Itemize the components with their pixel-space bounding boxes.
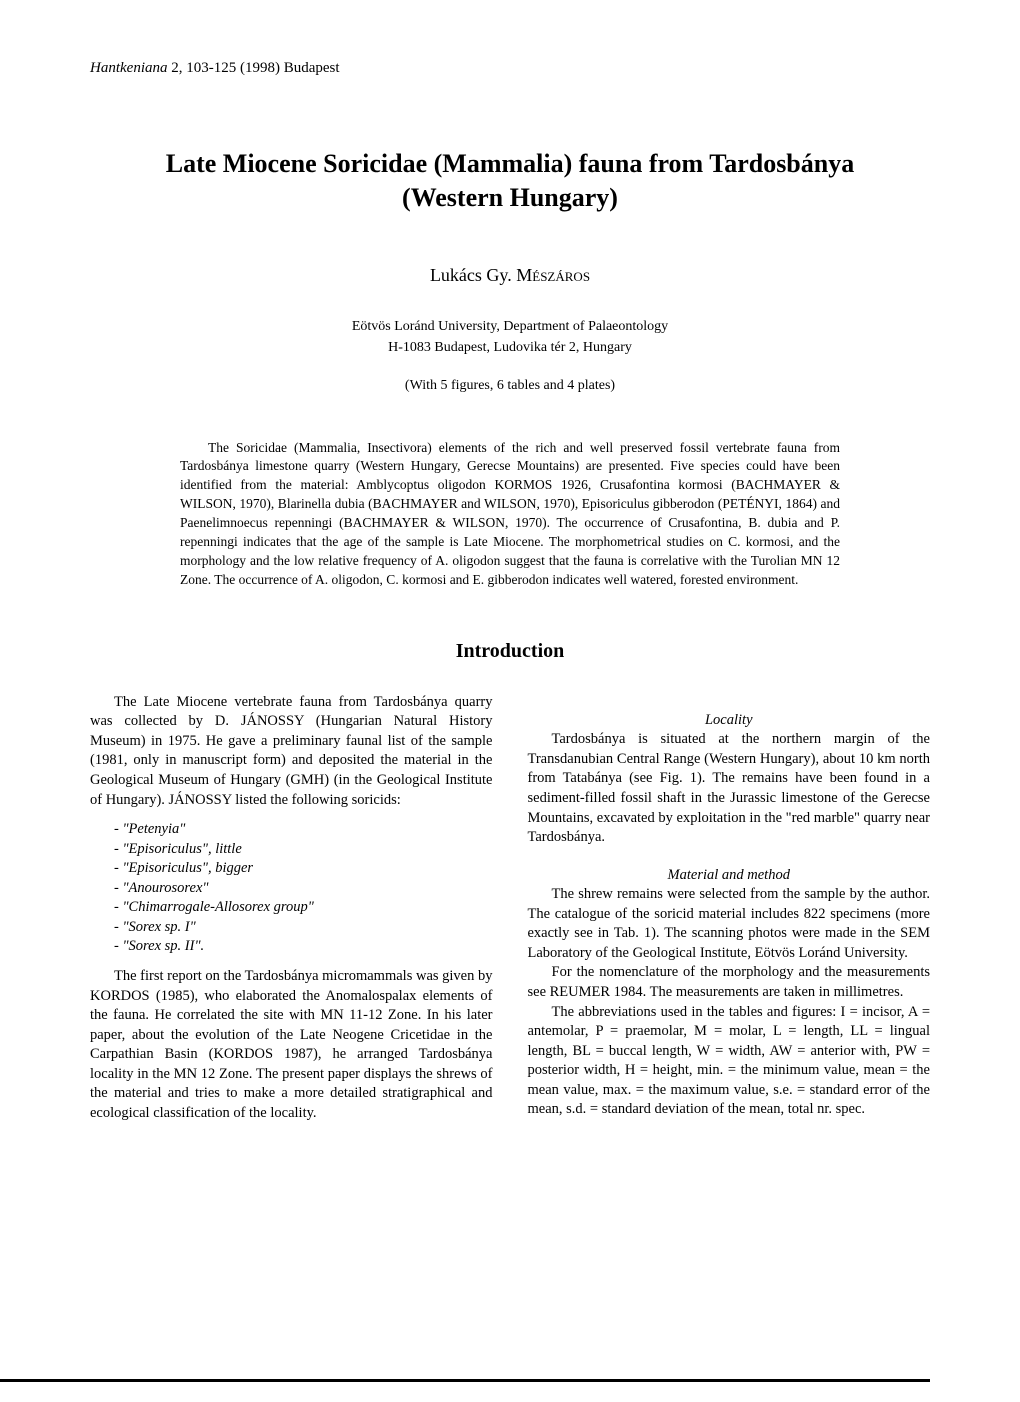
title-line-2: (Western Hungary) xyxy=(402,183,618,212)
list-item: - "Anourosorex" xyxy=(114,879,493,899)
affiliation-line-1: Eötvös Loránd University, Department of … xyxy=(352,319,668,334)
material-para-2: For the nomenclature of the morphology a… xyxy=(528,963,931,1002)
locality-para: Tardosbánya is situated at the northern … xyxy=(528,730,931,847)
list-item: - "Sorex sp. II". xyxy=(114,937,493,957)
soricid-list: - "Petenyia" - "Episoriculus", little - … xyxy=(114,820,493,957)
list-item: - "Chimarrogale-Allosorex group" xyxy=(114,898,493,918)
footer-line xyxy=(0,1379,930,1382)
two-column-layout: The Late Miocene vertebrate fauna from T… xyxy=(90,693,930,1124)
left-column: The Late Miocene vertebrate fauna from T… xyxy=(90,693,493,1124)
author-given: Lukács Gy. xyxy=(430,265,516,285)
abstract-text: The Soricidae (Mammalia, Insectivora) el… xyxy=(180,439,840,590)
author-surname: Mészáros xyxy=(516,265,590,285)
title-line-1: Late Miocene Soricidae (Mammalia) fauna … xyxy=(166,149,854,178)
figures-note: (With 5 figures, 6 tables and 4 plates) xyxy=(90,378,930,394)
material-para-3: The abbreviations used in the tables and… xyxy=(528,1003,931,1120)
list-item: - "Episoriculus", little xyxy=(114,840,493,860)
intro-para-1: The Late Miocene vertebrate fauna from T… xyxy=(90,693,493,810)
paper-title: Late Miocene Soricidae (Mammalia) fauna … xyxy=(90,147,930,215)
locality-heading: Locality xyxy=(528,711,931,731)
list-item: - "Episoriculus", bigger xyxy=(114,859,493,879)
affiliation-line-2: H-1083 Budapest, Ludovika tér 2, Hungary xyxy=(388,340,632,355)
journal-issue: 2, 103-125 (1998) Budapest xyxy=(167,60,339,76)
journal-header: Hantkeniana 2, 103-125 (1998) Budapest xyxy=(90,60,930,77)
material-para-1: The shrew remains were selected from the… xyxy=(528,885,931,963)
list-item: - "Petenyia" xyxy=(114,820,493,840)
section-heading-introduction: Introduction xyxy=(90,640,930,663)
journal-name: Hantkeniana xyxy=(90,60,167,76)
material-heading: Material and method xyxy=(528,866,931,886)
author-line: Lukács Gy. Mészáros xyxy=(90,265,930,286)
affiliation: Eötvös Loránd University, Department of … xyxy=(90,316,930,358)
intro-para-2: The first report on the Tardosbánya micr… xyxy=(90,967,493,1124)
abstract: The Soricidae (Mammalia, Insectivora) el… xyxy=(180,439,840,590)
list-item: - "Sorex sp. I" xyxy=(114,918,493,938)
right-column: Locality Tardosbánya is situated at the … xyxy=(528,693,931,1124)
